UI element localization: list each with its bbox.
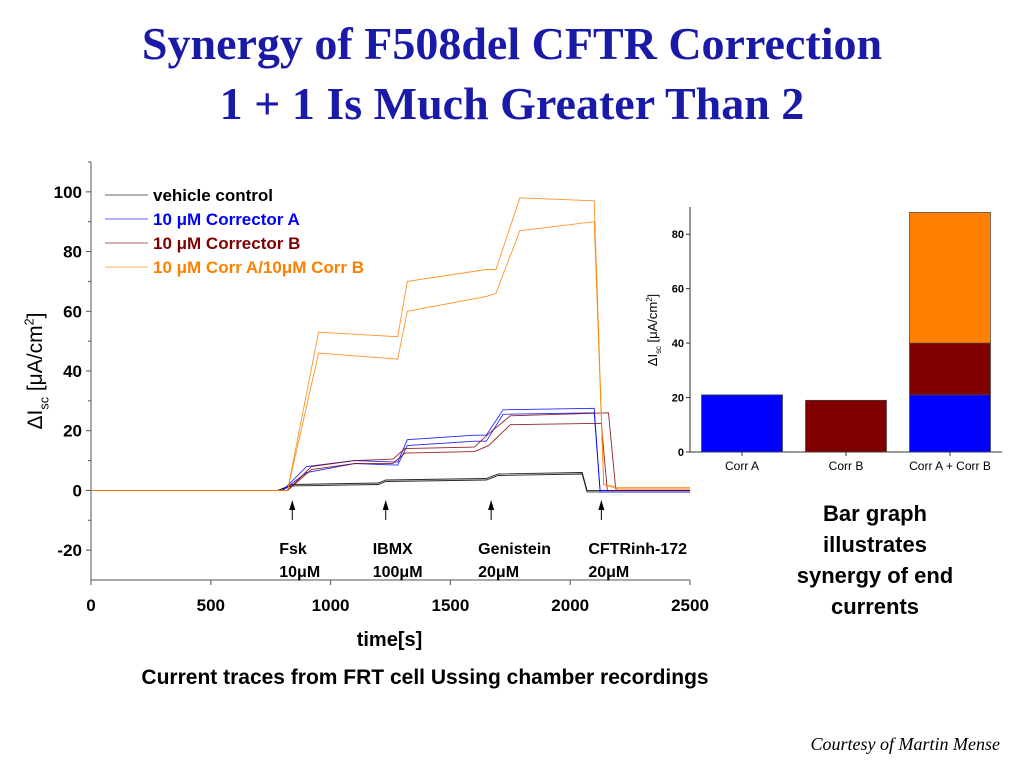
- x-tick-label: 1000: [312, 596, 350, 615]
- annotation-arrow-head: [488, 500, 495, 510]
- bar-y-tick-label: 60: [672, 284, 684, 296]
- bar-category-label: Corr B: [829, 459, 864, 473]
- bar-segment: [701, 394, 783, 453]
- annotation-label: IBMX: [373, 541, 413, 558]
- bar-segment: [909, 212, 991, 344]
- y-tick-label: 20: [63, 422, 82, 441]
- legend-label: 10 μM Corrector B: [153, 234, 300, 253]
- annotation-concentration: 20μM: [588, 564, 629, 581]
- annotation-arrow-head: [382, 500, 389, 510]
- bar-segment: [909, 342, 991, 396]
- y-tick-label: -20: [57, 541, 82, 560]
- bar-category-label: Corr A + Corr B: [909, 459, 991, 473]
- bar-y-tick-label: 20: [672, 393, 684, 405]
- bar-y-tick-label: 40: [672, 338, 684, 350]
- bar-y-axis-title: ΔIsc [μA/cm2]: [645, 294, 663, 366]
- bar-segment: [909, 394, 991, 453]
- annotation-label: CFTRinh-172: [588, 541, 687, 558]
- chart-caption: Current traces from FRT cell Ussing cham…: [141, 666, 709, 689]
- slide-title-line-1: Synergy of F508del CFTR Correction: [141, 18, 883, 69]
- x-tick-label: 2500: [671, 596, 709, 615]
- y-tick-label: 80: [63, 243, 82, 262]
- annotation-arrow-head: [289, 500, 296, 510]
- annotation-label: Fsk: [279, 541, 307, 558]
- y-tick-label: 40: [63, 362, 82, 381]
- annotation-concentration: 100μM: [373, 564, 423, 581]
- bar-y-tick-label: 80: [672, 229, 684, 241]
- trace-line: [91, 221, 690, 491]
- legend-label: 10 μM Corrector A: [153, 210, 300, 229]
- y-tick-label: 0: [73, 481, 82, 500]
- bar-category-label: Corr A: [725, 459, 759, 473]
- bar-segment: [805, 399, 887, 453]
- annotation-concentration: 20μM: [478, 564, 519, 581]
- trace-line: [91, 412, 690, 491]
- bar-graph-note: Bar graph illustrates synergy of end cur…: [796, 501, 954, 619]
- credit-line: Courtesy of Martin Mense: [810, 734, 1000, 754]
- x-tick-label: 2000: [551, 596, 589, 615]
- x-tick-label: 0: [86, 596, 95, 615]
- legend-label: 10 μM Corr A/10μM Corr B: [153, 258, 364, 277]
- legend-label: vehicle control: [153, 186, 273, 205]
- y-tick-label: 100: [54, 183, 82, 202]
- slide-title-line-2: 1 + 1 Is Much Greater Than 2: [219, 78, 805, 129]
- x-axis-title: time[s]: [357, 629, 423, 651]
- x-tick-label: 500: [197, 596, 225, 615]
- annotation-concentration: 10μM: [279, 564, 320, 581]
- bar-y-tick-label: 0: [678, 447, 684, 459]
- y-tick-label: 60: [63, 302, 82, 321]
- x-tick-label: 1500: [431, 596, 469, 615]
- annotation-arrow-head: [598, 500, 605, 510]
- annotation-label: Genistein: [478, 541, 551, 558]
- y-axis-title: ΔIsc [μA/cm2]: [23, 313, 52, 430]
